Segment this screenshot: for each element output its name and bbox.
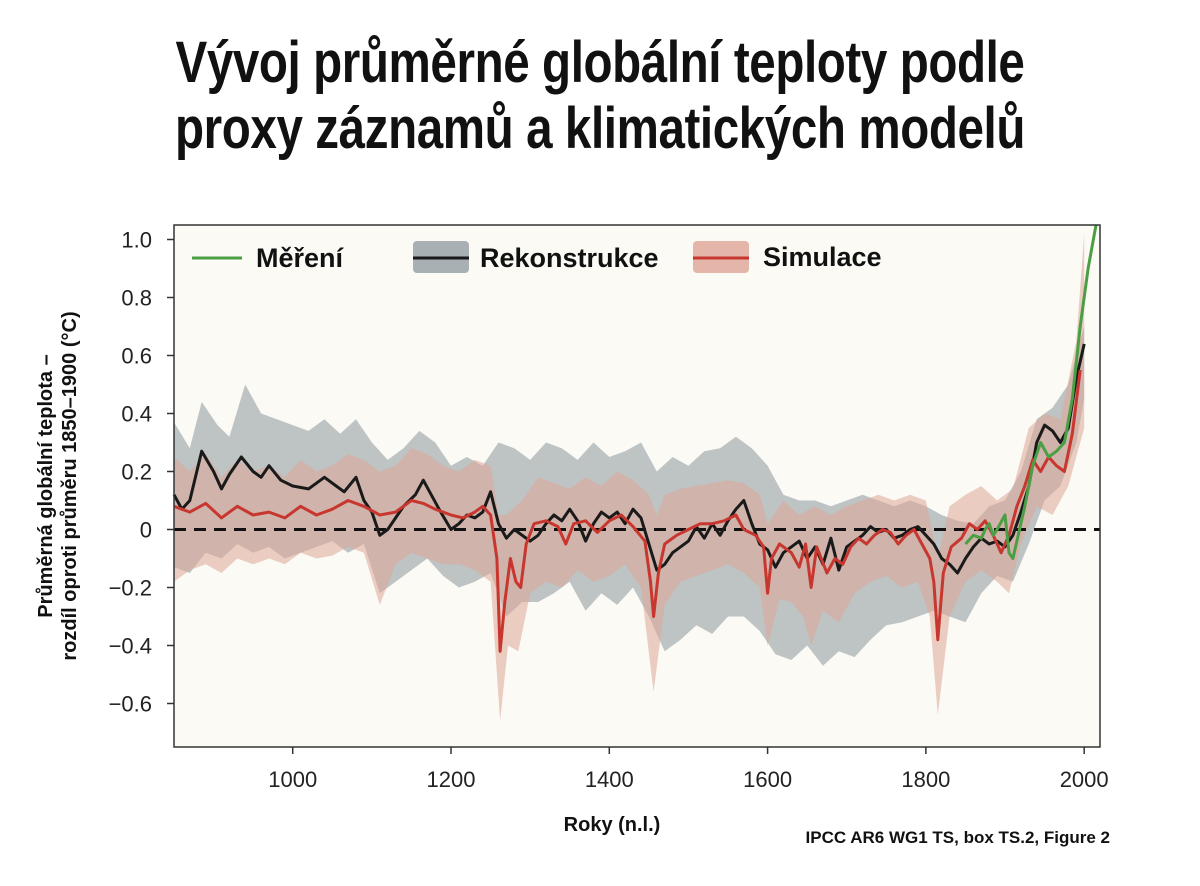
x-axis-label: Roky (n.l.) <box>564 814 661 836</box>
y-tick-label: 0 <box>140 518 152 543</box>
source-citation: IPCC AR6 WG1 TS, box TS.2, Figure 2 <box>805 828 1110 847</box>
x-tick-label: 1600 <box>743 767 792 792</box>
y-tick-label: 0.8 <box>121 286 152 311</box>
series-lines <box>172 224 1098 653</box>
y-axis-ticks: 1.0 0.8 0.6 0.4 0.2 0 −0.2 −0.4 −0.6 <box>109 228 174 717</box>
legend-label-rekonstrukce: Rekonstrukce <box>480 243 659 273</box>
legend-label-mereni: Měření <box>256 243 345 273</box>
y-tick-label: −0.6 <box>109 692 152 717</box>
legend: Měření Rekonstrukce Simulace <box>192 241 882 273</box>
series-line-simulace <box>173 369 1082 653</box>
chart-title-line-2: proxy záznamů a klimatických modelů <box>175 96 1025 161</box>
chart-title: Vývoj průměrné globální teploty podle pr… <box>108 30 1092 162</box>
x-tick-label: 1000 <box>268 767 317 792</box>
x-axis-ticks: 1000 1200 1400 1600 1800 2000 <box>268 747 1109 792</box>
series-line-mereni <box>964 224 1098 560</box>
x-tick-label: 1400 <box>585 767 634 792</box>
y-tick-label: 0.2 <box>121 460 152 485</box>
y-tick-label: −0.4 <box>109 634 152 659</box>
legend-label-simulace: Simulace <box>763 242 882 272</box>
x-tick-label: 2000 <box>1060 767 1109 792</box>
y-tick-label: 0.6 <box>121 344 152 369</box>
y-tick-label: 1.0 <box>121 228 152 253</box>
x-tick-label: 1200 <box>427 767 476 792</box>
y-tick-label: −0.2 <box>109 576 152 601</box>
series-line-rekonstrukce <box>172 343 1086 575</box>
y-axis-label-line-2: rozdíl oproti průměru 1850–1900 (°C) <box>59 311 81 660</box>
chart-title-line-1: Vývoj průměrné globální teploty podle <box>175 30 1025 95</box>
plot-frame <box>173 224 1101 748</box>
y-axis-label: Průměrná globální teplota – rozdíl oprot… <box>35 311 81 660</box>
y-tick-label: 0.4 <box>121 402 152 427</box>
x-tick-label: 1800 <box>901 767 950 792</box>
y-axis-label-line-1: Průměrná globální teplota – <box>35 354 57 617</box>
